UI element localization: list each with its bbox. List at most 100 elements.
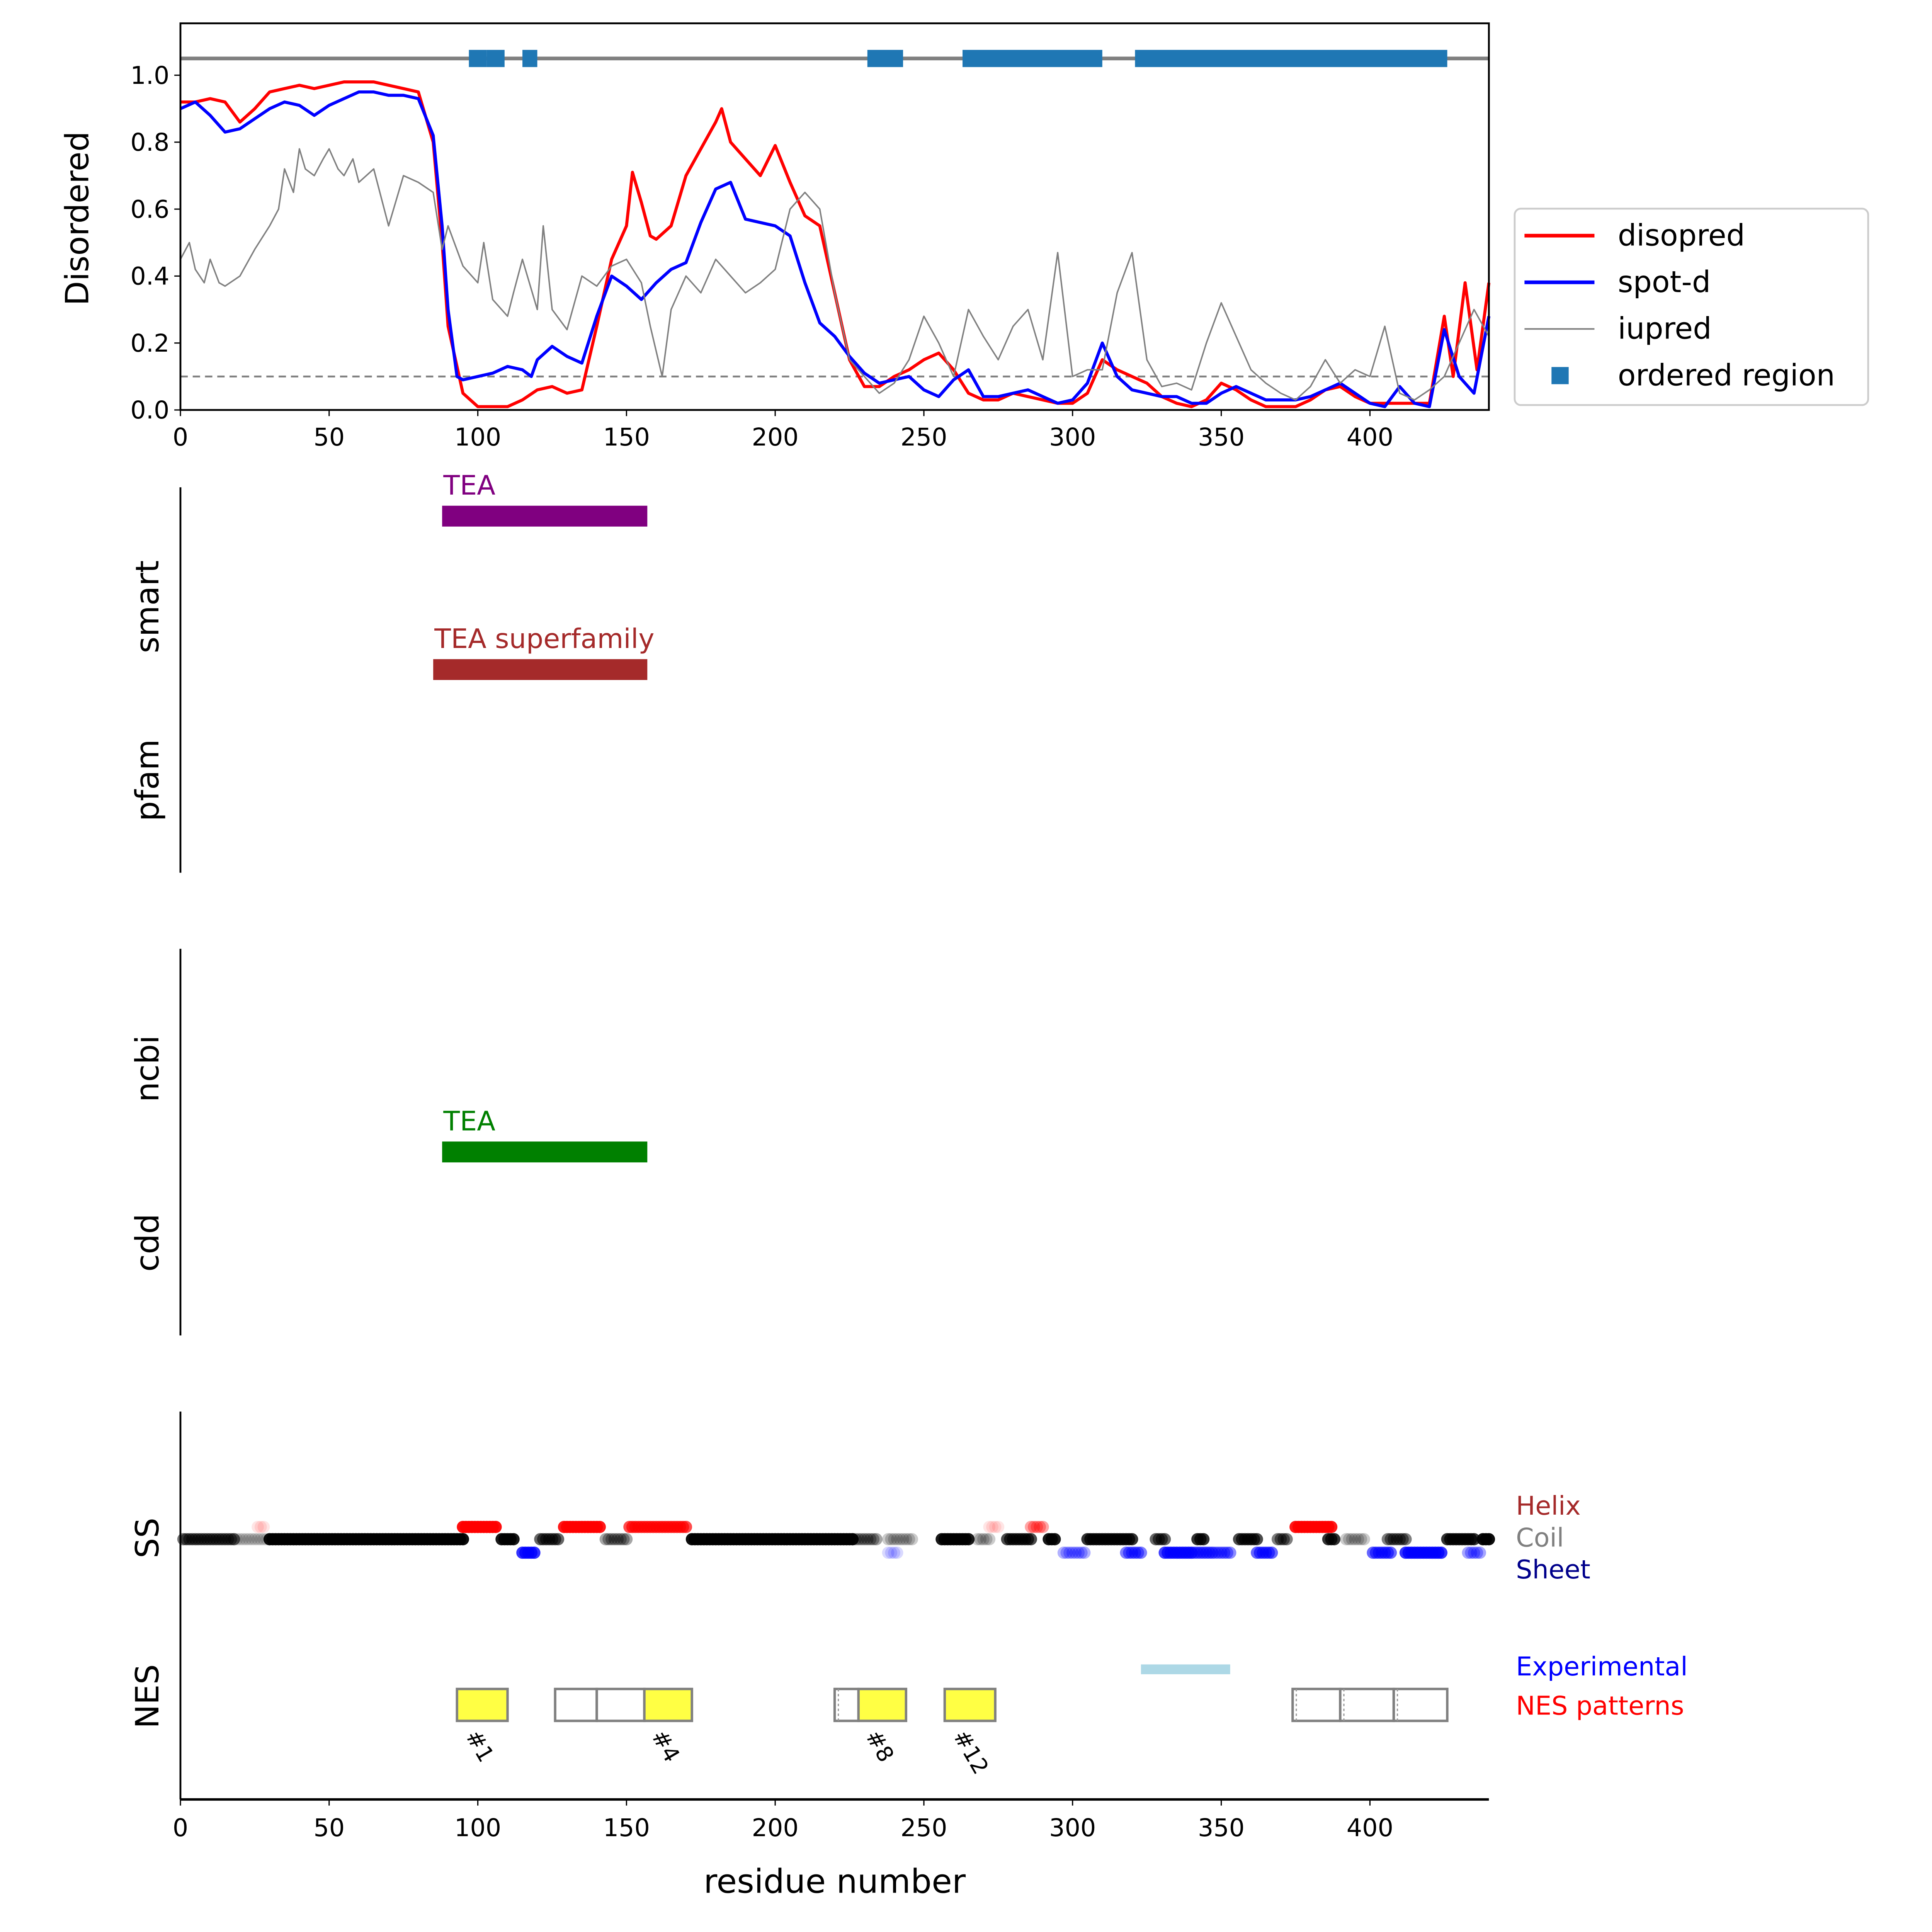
domain-bar [433, 659, 648, 680]
coil-dot [870, 1533, 883, 1546]
coil-dot [1048, 1533, 1061, 1546]
domain-label: TEA [443, 470, 495, 501]
ordered-region-mark [522, 50, 537, 67]
sheet-dot [1435, 1546, 1447, 1559]
track-label-ncbi: ncbi [129, 1035, 166, 1102]
legend-label: iupred [1618, 311, 1712, 346]
sheet-dot [1066, 1546, 1079, 1559]
nes-pattern-box [943, 1687, 997, 1722]
coil-dot [855, 1533, 868, 1546]
domain-label: TEA superfamily [434, 623, 654, 655]
track-label-SS: SS [129, 1518, 166, 1558]
ss-nes-panel: 0 50 100 150 200 250 300 350 400 SS NES #1 #4 #8 #12 He… [129, 1412, 1688, 1842]
helix-dot [252, 1520, 264, 1533]
sheet-dot [1471, 1546, 1483, 1559]
coil-dot [849, 1533, 862, 1546]
helix-dot [1027, 1520, 1040, 1533]
y-tick-label: 0.0 [130, 396, 169, 424]
ordered-region-mark [486, 50, 505, 67]
ordered-region-mark [963, 50, 1102, 67]
coil-dot [962, 1533, 975, 1546]
coil-dot [552, 1533, 565, 1546]
coil-dot [245, 1533, 258, 1546]
y-axis-label: Disordered [59, 131, 96, 306]
coil-dot [900, 1533, 912, 1546]
coil-dot [231, 1533, 243, 1546]
experimental-nes-bar [1141, 1664, 1230, 1674]
coil-dot [1328, 1533, 1340, 1546]
nes-pattern-box [595, 1687, 646, 1722]
sheet-dot [1072, 1546, 1085, 1559]
coil-dot [599, 1533, 612, 1546]
coil-dot [852, 1533, 865, 1546]
sheet-dot [1212, 1546, 1225, 1559]
legend-label: disopred [1618, 218, 1745, 252]
x-tick-label: 50 [313, 1813, 345, 1842]
sheet-dot [528, 1546, 541, 1559]
coil-dot [1355, 1533, 1367, 1546]
sheet-dot [1060, 1546, 1073, 1559]
coil-dot [248, 1533, 261, 1546]
ss-legend-sheet: Sheet [1516, 1554, 1590, 1585]
coil-dot [1340, 1533, 1352, 1546]
legend-swatch-ordered [1551, 367, 1569, 384]
series-disopred-line [180, 80, 1491, 408]
nes-pattern-box [643, 1687, 693, 1722]
domain-label: TEA [443, 1106, 495, 1137]
coil-dot [617, 1533, 630, 1546]
nes-pattern-box [554, 1687, 598, 1722]
legend-box [1514, 207, 1869, 406]
x-tick-label: 400 [1347, 1813, 1393, 1842]
coil-dot [1126, 1533, 1138, 1546]
sheet-dot [1078, 1546, 1091, 1559]
coil-dot [894, 1533, 906, 1546]
coil-dot [1343, 1533, 1355, 1546]
x-tick-label: 150 [603, 1813, 650, 1842]
nes-pattern-label: #8 [861, 1726, 899, 1767]
sheet-dot [1465, 1546, 1477, 1559]
coil-dot [906, 1533, 918, 1546]
sheet-dot [1462, 1546, 1475, 1559]
x-tick-label: 0 [173, 1813, 188, 1842]
x-tick-label: 300 [1049, 423, 1096, 451]
coil-dot [861, 1533, 874, 1546]
coil-dot [602, 1533, 615, 1546]
coil-dot [1346, 1533, 1359, 1546]
coil-dot [1158, 1533, 1171, 1546]
sheet-dot [885, 1546, 898, 1559]
helix-dot [1034, 1520, 1046, 1533]
x-tick-label: 50 [313, 423, 345, 451]
helix-dot [254, 1520, 267, 1533]
coil-dot [1352, 1533, 1364, 1546]
track-label-smart: smart [129, 560, 166, 653]
coil-dot [888, 1533, 900, 1546]
coil-dot [236, 1533, 249, 1546]
helix-dot [680, 1520, 692, 1533]
sheet-dot [1063, 1546, 1076, 1559]
nes-pattern-box [1392, 1687, 1449, 1722]
coil-dot [254, 1533, 267, 1546]
coil-dot [228, 1533, 240, 1546]
y-tick-label: 1.0 [130, 61, 169, 90]
x-tick-label: 150 [603, 423, 650, 451]
sheet-dot [1206, 1546, 1219, 1559]
helix-dot [594, 1520, 606, 1533]
coil-dot [228, 1533, 240, 1546]
sheet-dot [1218, 1546, 1231, 1559]
sheet-dot [1224, 1546, 1236, 1559]
x-tick-label: 100 [454, 423, 501, 451]
x-tick-label: 0 [173, 423, 188, 451]
sheet-dot [1221, 1546, 1233, 1559]
x-tick-label: 300 [1049, 1813, 1096, 1842]
sheet-dot [1075, 1546, 1088, 1559]
coil-dot [903, 1533, 915, 1546]
x-tick-label: 100 [454, 1813, 501, 1842]
x-tick-label: 400 [1347, 423, 1393, 451]
helix-dot [1325, 1520, 1338, 1533]
coil-dot [980, 1533, 993, 1546]
coil-dot [243, 1533, 255, 1546]
coil-dot [1197, 1533, 1210, 1546]
sheet-dot [1384, 1546, 1397, 1559]
x-tick-label: 200 [752, 423, 799, 451]
nes-legend-label: NES patterns [1516, 1691, 1684, 1721]
